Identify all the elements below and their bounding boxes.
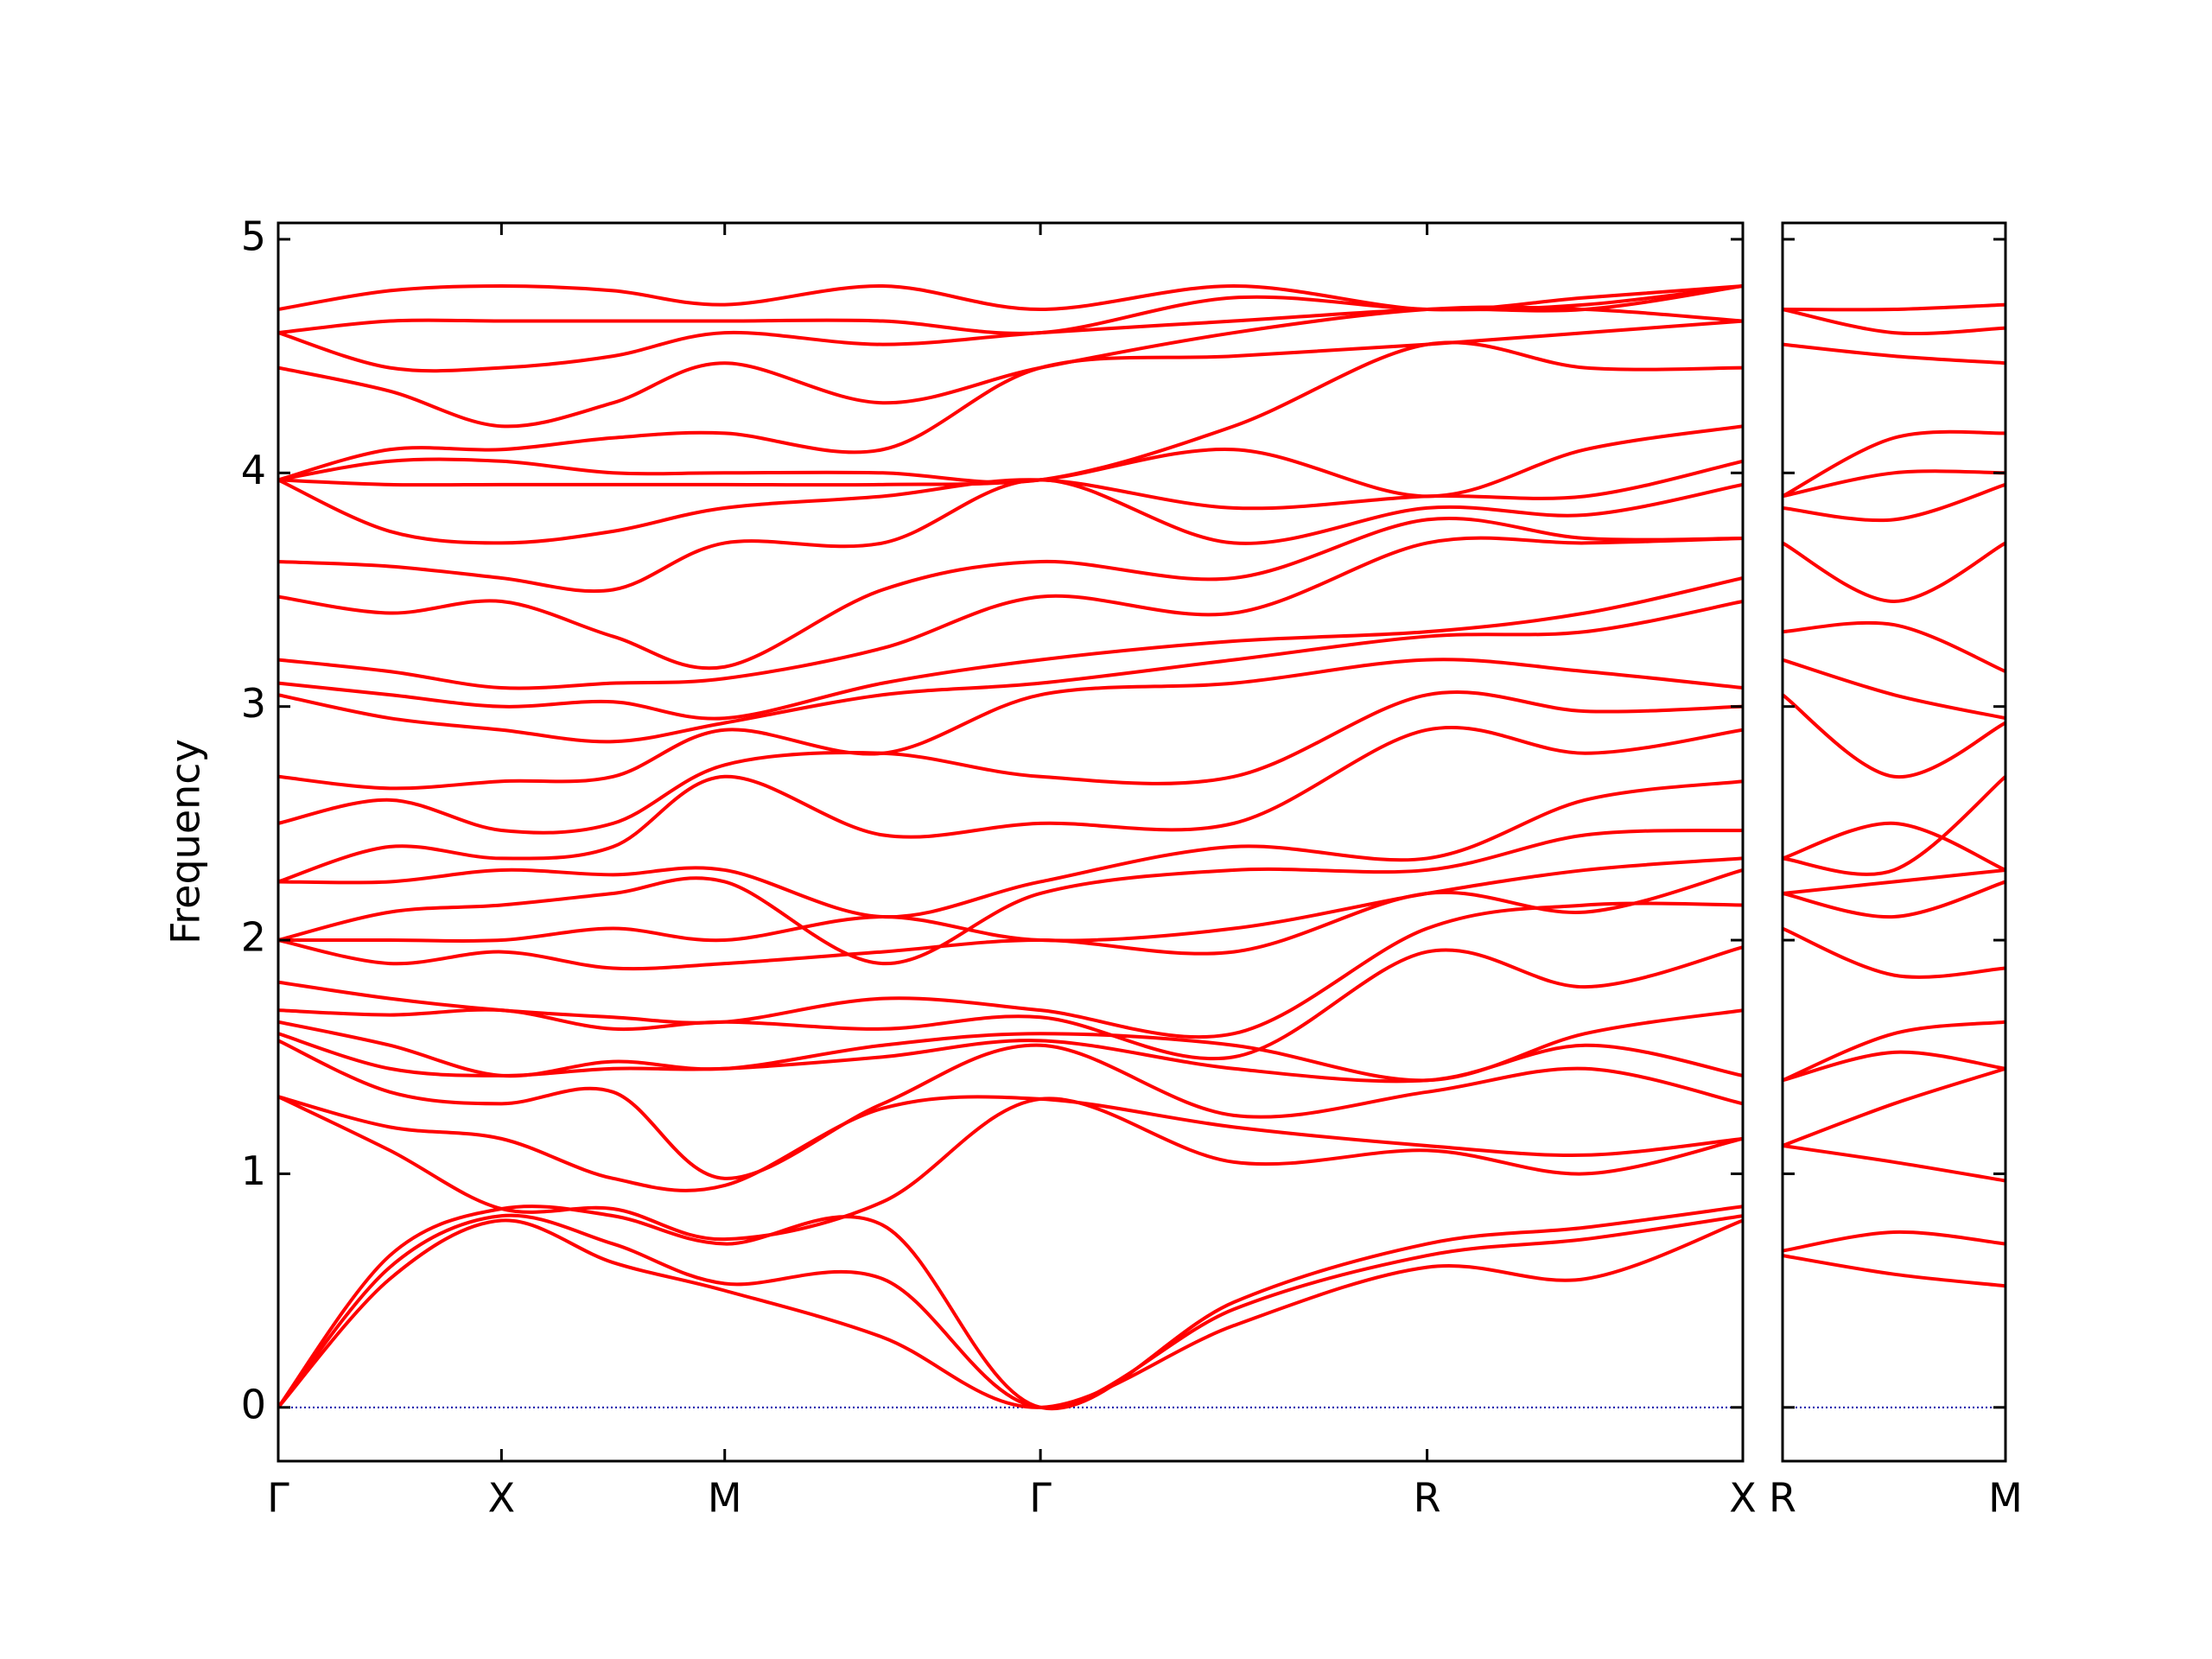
- band-line: [278, 828, 1743, 966]
- x-tick-label: R: [1414, 1475, 1441, 1522]
- y-axis-label: Frequency: [162, 739, 209, 944]
- band-line: [1783, 880, 2005, 919]
- x-tick-label: M: [1988, 1475, 2023, 1522]
- y-tick-label: 3: [241, 680, 266, 727]
- y-tick-label: 1: [241, 1147, 266, 1194]
- band-line: [1783, 1020, 2005, 1083]
- band-line: [1783, 342, 2005, 365]
- x-tick-label: M: [708, 1475, 742, 1522]
- band-line: [278, 779, 1743, 919]
- band-line: [278, 459, 1743, 545]
- band-line: [278, 1218, 1743, 1409]
- band-line: [278, 1008, 1743, 1083]
- band-line: [1783, 1066, 2005, 1147]
- band-line: [278, 725, 1743, 884]
- band-line: [1783, 1050, 2005, 1083]
- y-tick-label: 0: [241, 1381, 266, 1427]
- band-line: [278, 1095, 1743, 1242]
- band-line: [278, 1095, 1743, 1192]
- band-line: [278, 658, 1743, 791]
- band-line: [278, 516, 1743, 671]
- band-line: [278, 283, 1743, 312]
- y-tick-label: 4: [241, 447, 266, 493]
- band-line: [1783, 821, 2005, 872]
- band-line: [278, 340, 1743, 485]
- band-line: [1783, 308, 2005, 335]
- band-line: [278, 1213, 1743, 1409]
- band-line: [278, 576, 1743, 721]
- y-tick-label: 5: [241, 213, 266, 259]
- band-line: [278, 868, 1743, 971]
- x-tick-label: Γ: [267, 1475, 289, 1522]
- band-line: [278, 319, 1743, 482]
- band-line: [1783, 926, 2005, 979]
- band-line: [1783, 302, 2005, 312]
- x-tick-label: R: [1769, 1475, 1796, 1522]
- band-line: [1783, 429, 2005, 499]
- band-line: [1783, 658, 2005, 721]
- band-line: [278, 1205, 1743, 1411]
- band-line: [278, 856, 1743, 944]
- band-line: [278, 600, 1743, 744]
- x-tick-label: X: [1729, 1475, 1757, 1522]
- band-line: [1783, 1144, 2005, 1183]
- band-line: [1783, 620, 2005, 673]
- band-line: [1783, 482, 2005, 523]
- band-line: [1783, 469, 2005, 499]
- band-line: [278, 1039, 1743, 1180]
- band-line: [1783, 868, 2005, 895]
- band-line: [278, 690, 1743, 835]
- y-tick-label: 2: [241, 914, 266, 961]
- band-line: [1783, 541, 2005, 604]
- band-line: [278, 901, 1743, 1039]
- band-line: [278, 284, 1743, 335]
- band-line: [1783, 1254, 2005, 1288]
- plot-frame: [276, 221, 1745, 1463]
- x-tick-label: X: [488, 1475, 516, 1522]
- band-line: [278, 424, 1743, 499]
- band-line: [278, 284, 1743, 373]
- band-line: [278, 478, 1743, 594]
- plot-frame: [1781, 221, 2007, 1463]
- band-line: [1783, 775, 2005, 876]
- band-line: [1783, 1230, 2005, 1253]
- band-line: [278, 536, 1743, 690]
- band-line: [1783, 693, 2005, 779]
- x-tick-label: Γ: [1029, 1475, 1052, 1522]
